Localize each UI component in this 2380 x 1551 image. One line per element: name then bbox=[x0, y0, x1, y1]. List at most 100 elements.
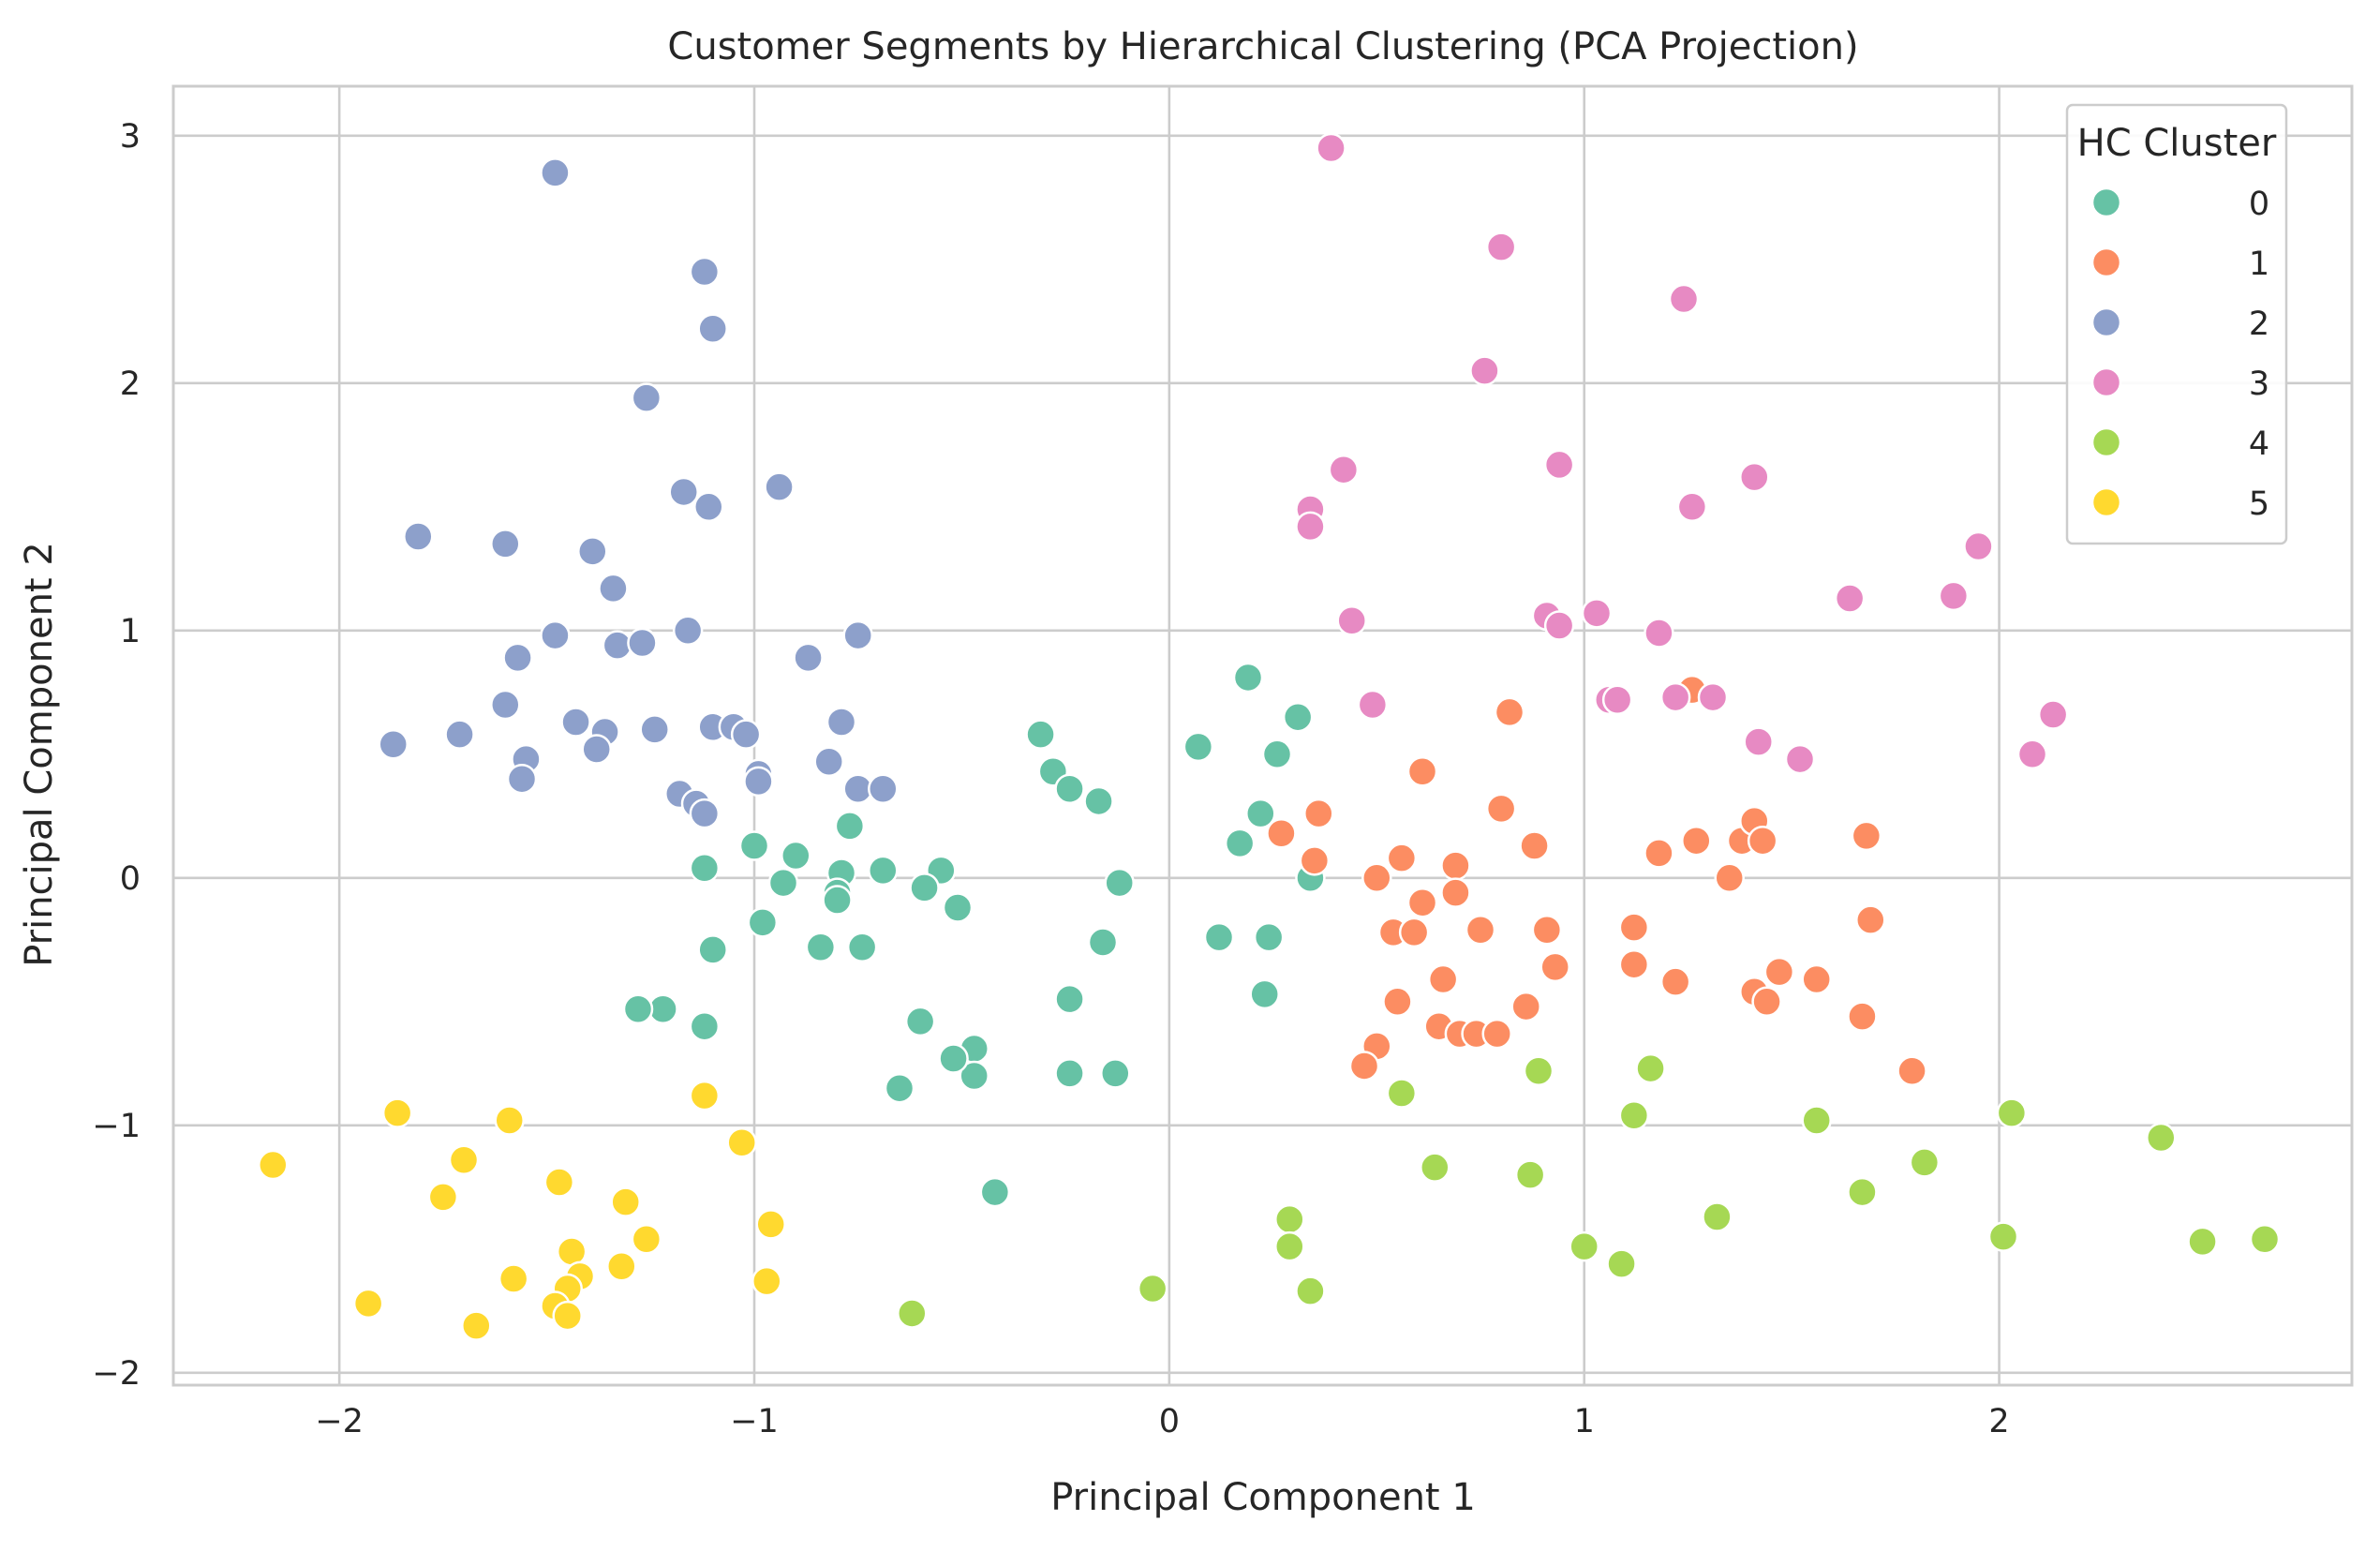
data-point bbox=[697, 934, 728, 965]
data-point bbox=[444, 719, 475, 750]
data-point bbox=[846, 932, 878, 962]
data-point bbox=[1054, 1058, 1085, 1089]
data-point bbox=[2249, 1223, 2281, 1255]
data-point bbox=[1357, 689, 1389, 721]
data-point bbox=[606, 1251, 637, 1282]
y-tick-label: −1 bbox=[92, 1108, 141, 1145]
data-point bbox=[1644, 618, 1674, 649]
data-point bbox=[1245, 798, 1276, 829]
data-point bbox=[842, 619, 873, 651]
data-point bbox=[1963, 530, 1994, 562]
series-cluster-4 bbox=[897, 1052, 2281, 1329]
data-point bbox=[1083, 785, 1114, 817]
data-point bbox=[689, 852, 721, 884]
y-axis-label: Principal Component 2 bbox=[18, 542, 61, 967]
data-point bbox=[490, 529, 521, 559]
legend: HC Cluster 0 1 2 3 4 5 bbox=[2065, 103, 2288, 545]
legend-marker bbox=[2090, 426, 2122, 458]
data-point bbox=[403, 521, 434, 552]
data-point bbox=[1510, 991, 1541, 1022]
data-point bbox=[668, 476, 699, 508]
data-point bbox=[1739, 461, 1770, 493]
data-point bbox=[1801, 1105, 1832, 1136]
data-point bbox=[1702, 1201, 1733, 1232]
data-point bbox=[904, 1006, 936, 1037]
data-point bbox=[1784, 743, 1816, 775]
data-point bbox=[697, 313, 728, 344]
data-point bbox=[1697, 681, 1729, 713]
data-point bbox=[577, 536, 608, 567]
data-point bbox=[884, 1072, 915, 1104]
data-point bbox=[1054, 983, 1085, 1015]
y-tick-labels: −2 −1 0 1 2 3 bbox=[92, 118, 141, 1393]
legend-label: 4 bbox=[2249, 425, 2269, 463]
series-cluster-0 bbox=[622, 662, 1326, 1208]
data-point bbox=[1668, 283, 1700, 315]
legend-label: 1 bbox=[2249, 246, 2269, 283]
data-point bbox=[1386, 1078, 1418, 1109]
data-point bbox=[1540, 951, 1570, 983]
data-point bbox=[747, 907, 779, 938]
data-point bbox=[1386, 843, 1418, 873]
data-point bbox=[738, 830, 770, 861]
data-point bbox=[381, 1097, 413, 1128]
series-cluster-1 bbox=[1266, 674, 1927, 1086]
legend-marker bbox=[2090, 306, 2122, 338]
data-point bbox=[461, 1310, 492, 1341]
legend-title: HC Cluster bbox=[2077, 122, 2277, 165]
data-point bbox=[1261, 738, 1293, 770]
data-point bbox=[1801, 963, 1832, 995]
data-point bbox=[1282, 701, 1314, 733]
data-point bbox=[1253, 921, 1285, 953]
data-point bbox=[1249, 978, 1280, 1010]
data-point bbox=[1847, 1176, 1878, 1208]
data-point bbox=[2016, 738, 2048, 770]
x-tick-labels: −2 −1 0 1 2 bbox=[315, 1403, 2009, 1440]
data-point bbox=[1361, 862, 1392, 894]
data-point bbox=[502, 642, 533, 674]
data-point bbox=[1606, 1248, 1637, 1279]
data-point bbox=[498, 1263, 529, 1294]
series-cluster-2 bbox=[378, 157, 899, 829]
data-point bbox=[1427, 963, 1459, 995]
data-point bbox=[1681, 825, 1712, 857]
data-point bbox=[1569, 1230, 1599, 1262]
data-point bbox=[1635, 1052, 1666, 1084]
data-point bbox=[258, 1149, 289, 1181]
data-point bbox=[805, 932, 837, 962]
data-point bbox=[1531, 914, 1563, 946]
data-point bbox=[751, 1265, 782, 1297]
data-point bbox=[1406, 756, 1438, 787]
data-point bbox=[1987, 1221, 2019, 1252]
data-point bbox=[689, 1010, 721, 1042]
legend-marker bbox=[2090, 366, 2122, 398]
data-point bbox=[764, 471, 795, 502]
data-point bbox=[1763, 956, 1795, 988]
legend-marker bbox=[2090, 246, 2122, 278]
data-point bbox=[1485, 231, 1517, 262]
data-point bbox=[793, 642, 824, 674]
data-point bbox=[897, 1298, 928, 1329]
data-point bbox=[1348, 1051, 1380, 1081]
data-point bbox=[1743, 726, 1774, 757]
data-point bbox=[1440, 877, 1471, 908]
data-point bbox=[610, 1186, 641, 1217]
data-point bbox=[1494, 696, 1525, 728]
data-point bbox=[693, 491, 724, 523]
data-point bbox=[1751, 986, 1782, 1018]
data-point bbox=[1336, 604, 1367, 636]
data-point bbox=[1295, 511, 1326, 543]
series-cluster-5 bbox=[258, 1080, 786, 1341]
legend-item-3: 3 bbox=[2090, 365, 2269, 403]
legend-label: 0 bbox=[2249, 186, 2269, 223]
y-tick-label: 0 bbox=[120, 860, 141, 898]
data-point bbox=[552, 1300, 583, 1332]
legend-item-1: 1 bbox=[2090, 246, 2269, 283]
data-point bbox=[1382, 986, 1413, 1018]
data-point bbox=[1137, 1273, 1168, 1305]
data-point bbox=[822, 885, 853, 916]
data-point bbox=[1851, 820, 1882, 852]
axes-frame bbox=[171, 84, 2354, 1387]
data-point bbox=[1274, 1230, 1305, 1262]
data-point bbox=[2187, 1226, 2218, 1258]
